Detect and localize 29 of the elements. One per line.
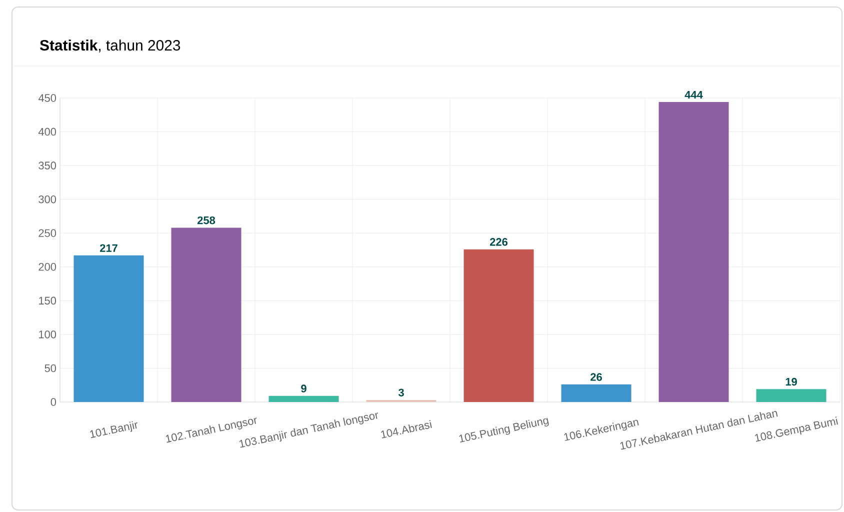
x-tick-label: 105.Puting Beliung <box>459 418 549 443</box>
y-tick-label: 300 <box>38 195 56 204</box>
bar <box>268 396 339 402</box>
bar <box>658 102 729 402</box>
data-label: 258 <box>197 216 216 224</box>
bar <box>561 384 632 402</box>
y-tick-label: 0 <box>50 398 56 406</box>
chart-title: Statistik, tahun 2023 <box>40 40 180 52</box>
data-label: 226 <box>490 238 508 246</box>
y-tick-label: 350 <box>38 162 56 170</box>
data-label: 19 <box>786 378 797 386</box>
y-tick-label: 250 <box>38 229 56 237</box>
bar <box>756 389 826 402</box>
data-label: 3 <box>398 388 404 396</box>
data-label: 26 <box>590 373 602 381</box>
y-tick-label: 400 <box>38 128 56 136</box>
y-tick-label: 100 <box>39 330 56 338</box>
bar <box>464 249 534 402</box>
bar <box>74 255 144 402</box>
x-tick-label: 104.Abrasi <box>381 420 432 438</box>
y-tick-label: 50 <box>44 364 56 372</box>
data-label: 217 <box>100 244 118 252</box>
data-label: 9 <box>301 384 306 392</box>
y-tick-label: 450 <box>38 94 56 102</box>
x-tick-label: 101.Banjir <box>90 421 138 438</box>
y-tick-label: 150 <box>39 296 56 305</box>
bar <box>171 228 242 402</box>
y-tick-label: 200 <box>38 263 56 271</box>
data-label: 444 <box>684 91 703 99</box>
